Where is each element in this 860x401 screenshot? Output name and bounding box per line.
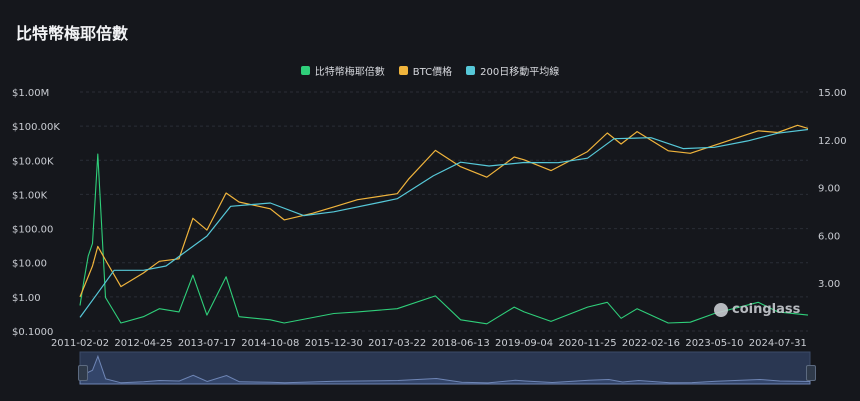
coinglass-logo-icon (714, 302, 728, 317)
legend-swatch-price (398, 66, 408, 75)
x-tick-label: 2023-05-10 (685, 338, 743, 349)
y-left-axis: $1.00M $100.00K $10.00K $1.00K $100.00 $10.00… (12, 88, 60, 338)
chart-legend: 比特幣梅耶倍數 BTC價格 200日移動平均線 (0, 63, 860, 78)
y-left-tick-label: $100.00K (12, 122, 60, 133)
x-axis: 2011-02-02 2012-04-25 2013-07-17 2014-10-08… (51, 338, 807, 349)
y-left-tick-label: $1.00M (12, 88, 49, 99)
y-left-tick-label: $100.00 (12, 225, 53, 236)
x-tick-label: 2015-12-30 (305, 338, 363, 349)
series-line-price (79, 124, 809, 298)
x-tick-label: 2013-07-17 (178, 338, 236, 349)
y-left-tick-label: $1.00K (12, 190, 48, 201)
x-tick-label: 2022-02-16 (622, 338, 680, 349)
legend-swatch-ma200 (466, 66, 476, 75)
legend-label-mayer: 比特幣梅耶倍數 (314, 67, 385, 78)
series-group (79, 124, 809, 325)
y-left-tick-label: $1.00 (12, 293, 41, 304)
x-tick-label: 2012-04-25 (114, 338, 172, 349)
legend-item-mayer[interactable]: 比特幣梅耶倍數 (300, 63, 385, 78)
y-left-tick-label: $10.00 (12, 259, 47, 270)
legend-item-price[interactable]: BTC價格 (398, 63, 453, 78)
y-right-tick-label: 12.00 (818, 136, 847, 147)
navigator-series-area (79, 354, 811, 385)
navigator-left-handle[interactable] (78, 365, 88, 381)
y-right-tick-label: 15.00 (818, 88, 847, 99)
y-left-tick-label: $10.00K (12, 156, 54, 167)
x-tick-label: 2020-11-25 (558, 338, 616, 349)
series-line-ma200 (79, 128, 809, 318)
x-tick-label: 2018-06-13 (432, 338, 490, 349)
watermark-text: coinglass (732, 302, 801, 317)
navigator-right-handle[interactable] (806, 365, 816, 381)
y-left-tick-label: $0.1000 (12, 327, 53, 338)
legend-label-price: BTC價格 (412, 67, 453, 78)
legend-swatch-mayer (300, 66, 310, 75)
x-tick-label: 2014-10-08 (241, 338, 299, 349)
x-tick-label: 2024-07-31 (749, 338, 807, 349)
x-tick-label: 2017-03-22 (368, 338, 426, 349)
y-right-tick-label: 3.00 (818, 279, 840, 290)
legend-label-ma200: 200日移動平均線 (480, 67, 560, 78)
y-right-axis: 15.00 12.00 9.00 6.00 3.00 (818, 88, 847, 290)
x-tick-label: 2019-09-04 (495, 338, 553, 349)
navigator (79, 351, 811, 385)
y-right-tick-label: 9.00 (818, 184, 840, 195)
x-tick-label: 2011-02-02 (51, 338, 109, 349)
legend-item-ma200[interactable]: 200日移動平均線 (466, 63, 559, 78)
grid-lines (80, 91, 808, 332)
series-line-mayer (79, 153, 809, 325)
y-right-tick-label: 6.00 (818, 231, 840, 242)
watermark: coinglass (714, 302, 800, 317)
page-title: 比特幣梅耶倍數 (16, 24, 129, 43)
